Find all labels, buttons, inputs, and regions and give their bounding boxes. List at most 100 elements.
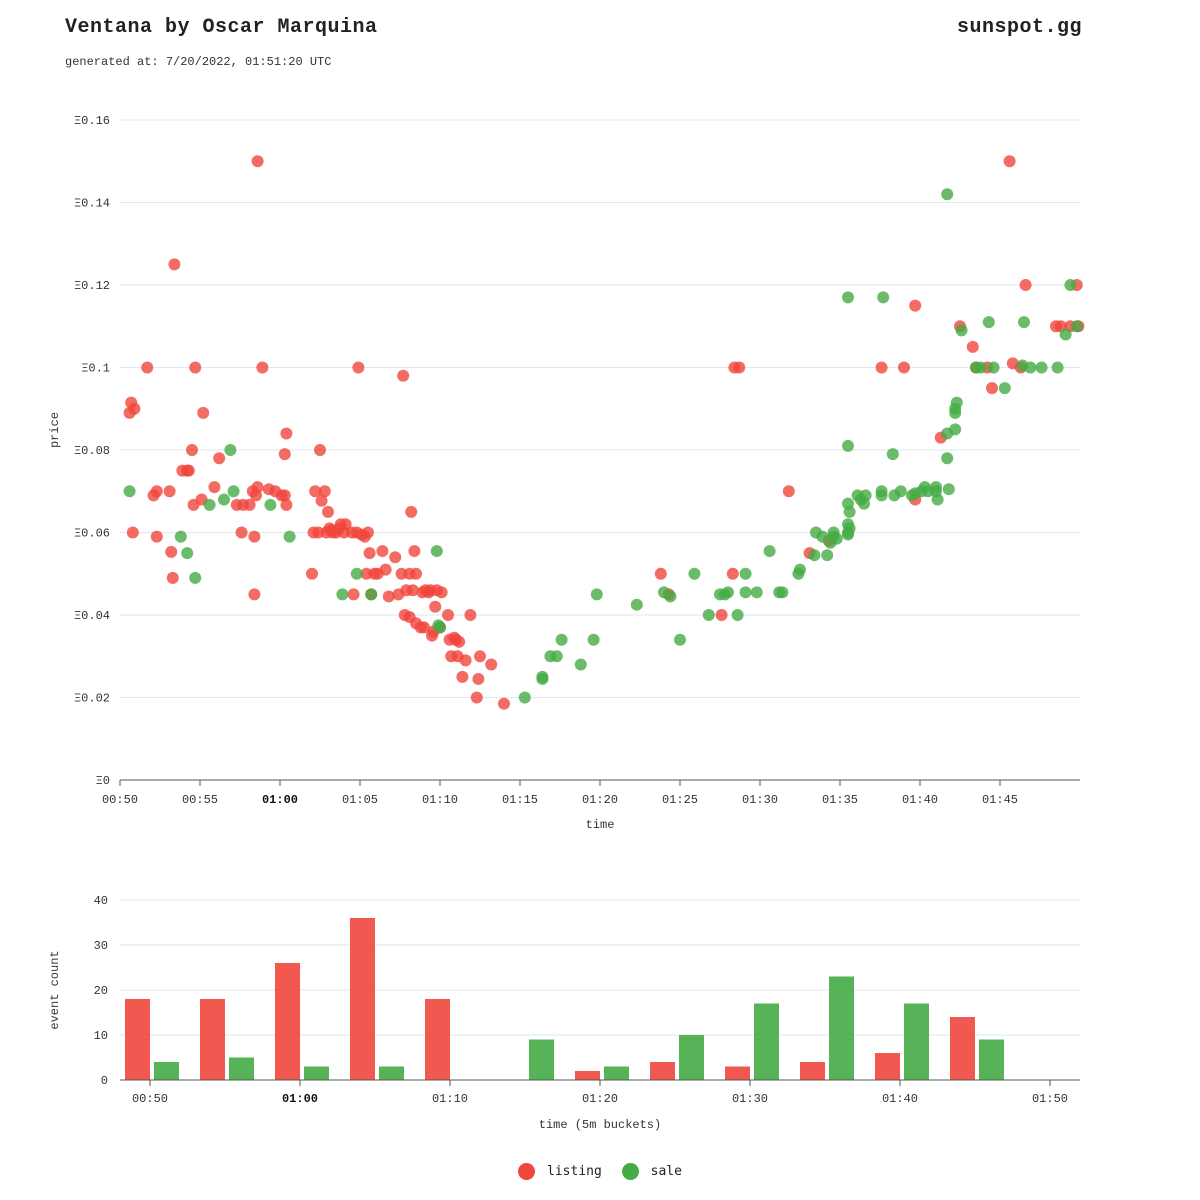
listing-point	[442, 609, 454, 621]
listing-point	[418, 621, 430, 634]
listing-point	[280, 427, 293, 440]
x-tick-label: 01:50	[1032, 1092, 1068, 1106]
sale-point	[203, 498, 216, 511]
listing-point	[278, 489, 291, 502]
sale-point	[875, 489, 888, 502]
listing-point	[165, 545, 178, 558]
listing-point	[248, 530, 261, 543]
sale-bar	[829, 976, 854, 1080]
x-tick-label: 01:30	[732, 1092, 768, 1106]
x-tick-label: 00:55	[182, 793, 218, 807]
y-tick-label: 40	[94, 894, 108, 908]
legend-item-sale[interactable]: sale	[621, 1163, 682, 1180]
sale-point	[1064, 279, 1077, 291]
x-axis-title: time	[586, 818, 615, 832]
sale-point	[590, 588, 603, 601]
listing-point	[389, 551, 402, 564]
x-tick-label: 01:00	[282, 1092, 318, 1106]
sale-point	[830, 532, 843, 545]
sale-point	[955, 324, 968, 337]
sale-point	[739, 567, 752, 580]
listing-bar	[575, 1071, 600, 1080]
listing-bar	[350, 918, 375, 1080]
y-tick-label: 0	[101, 1074, 108, 1088]
listing-point	[243, 498, 256, 511]
y-tick-label: Ξ0.06	[74, 527, 110, 541]
x-tick-label: 01:30	[742, 793, 778, 807]
sale-point	[350, 567, 363, 580]
sale-point	[664, 590, 677, 603]
listing-point	[464, 609, 477, 621]
listing-bar	[275, 963, 300, 1080]
listing-point	[453, 635, 466, 648]
listing-point	[318, 485, 331, 498]
sale-point	[630, 598, 643, 611]
x-tick-label: 00:50	[102, 793, 138, 807]
y-tick-label: Ξ0.04	[74, 609, 110, 623]
x-tick-label: 01:40	[902, 793, 938, 807]
sale-point	[264, 498, 277, 511]
event-count-bar-chart: 0 10 20 30 40 00:50 01:00 01:10 01:20 01:30 01:40 0…	[48, 894, 1080, 1132]
listing-point	[470, 691, 483, 704]
sale-point	[894, 485, 907, 498]
sale-point	[227, 485, 240, 498]
sale-point	[1035, 361, 1048, 374]
sale-point	[974, 361, 987, 374]
listing-point	[472, 672, 485, 685]
listing-point	[715, 609, 728, 621]
listing-point	[397, 369, 410, 382]
sale-point	[189, 571, 202, 584]
sale-point	[174, 530, 187, 543]
sale-bar	[604, 1066, 629, 1080]
sale-point	[842, 526, 854, 539]
listing-point	[405, 505, 418, 518]
listing-point	[429, 600, 442, 613]
sale-point	[949, 423, 962, 436]
x-tick-label: 01:15	[502, 793, 538, 807]
sale-point	[218, 493, 230, 506]
y-tick-label: 30	[94, 939, 108, 953]
y-tick-label: 20	[94, 984, 108, 998]
sale-bar	[904, 1003, 929, 1080]
listing-point	[435, 586, 448, 599]
sale-point	[842, 439, 854, 452]
listing-bar	[725, 1066, 750, 1080]
listing-point	[485, 658, 498, 671]
listing-point	[208, 481, 221, 494]
x-tick-label: 01:00	[262, 793, 298, 807]
sale-point	[776, 586, 789, 599]
listing-point	[376, 545, 389, 558]
sale-point	[1070, 320, 1083, 333]
listing-point	[352, 361, 365, 374]
listing-point	[141, 361, 154, 374]
y-tick-label: Ξ0.14	[74, 197, 110, 211]
listing-point	[410, 567, 422, 580]
legend-item-listing[interactable]: listing	[518, 1163, 602, 1180]
sale-point	[123, 485, 136, 498]
sale-point	[808, 549, 821, 562]
sale-point	[942, 483, 955, 496]
listing-point	[459, 654, 472, 667]
x-tick-label: 01:05	[342, 793, 378, 807]
x-tick-label: 01:20	[582, 1092, 618, 1106]
listing-legend-dot	[518, 1163, 536, 1180]
sale-point	[843, 505, 856, 518]
listing-point	[474, 650, 486, 663]
sale-point	[750, 586, 763, 599]
x-tick-label: 01:20	[582, 793, 618, 807]
listing-point	[128, 402, 141, 415]
listing-point	[186, 444, 198, 456]
sale-point	[1059, 328, 1072, 341]
listing-point	[251, 155, 264, 168]
sale-point	[674, 633, 686, 646]
x-tick-label: 01:45	[982, 793, 1018, 807]
sale-bar	[679, 1035, 704, 1080]
sale-point	[536, 672, 549, 685]
sale-bar	[754, 1003, 779, 1080]
sale-point	[739, 586, 752, 599]
listing-point	[314, 444, 326, 456]
y-tick-label: Ξ0.12	[74, 279, 110, 293]
x-axis-title: time (5m buckets)	[539, 1118, 661, 1132]
sale-bar	[154, 1062, 179, 1080]
sale-bar	[379, 1066, 404, 1080]
